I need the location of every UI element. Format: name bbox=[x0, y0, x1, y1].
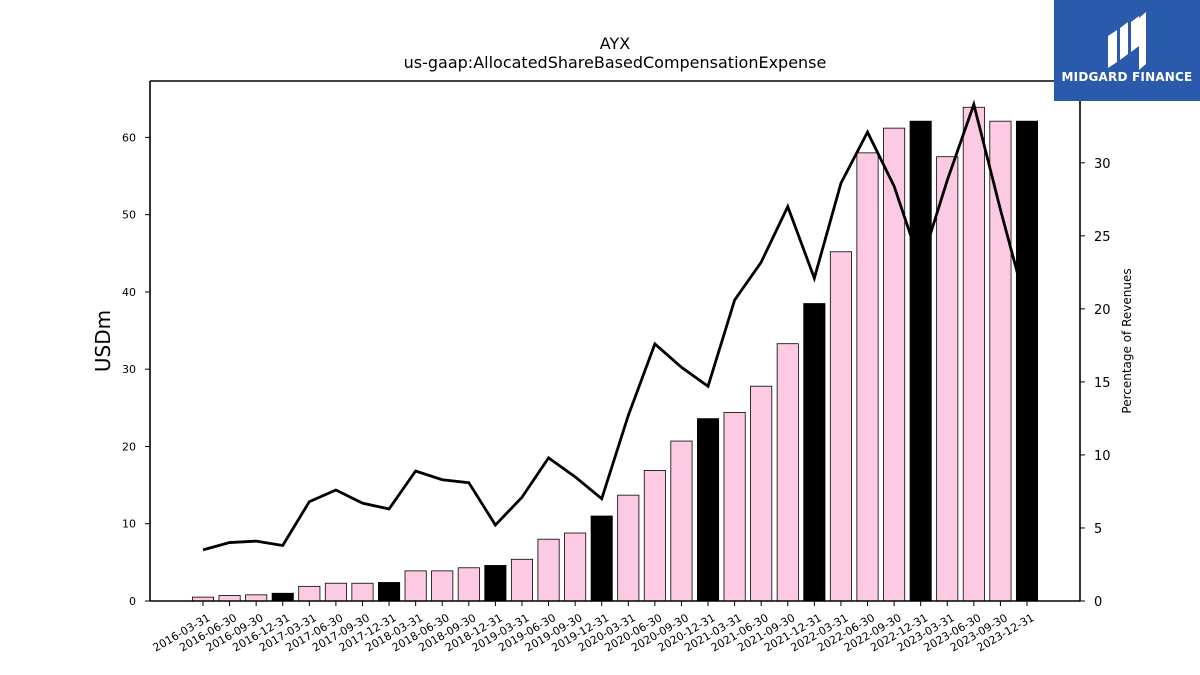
bar-2021-06-30 bbox=[750, 385, 773, 602]
bar-2022-03-31 bbox=[829, 251, 852, 602]
bar-2017-09-30 bbox=[351, 582, 374, 602]
y-tick-label: 0 bbox=[129, 595, 136, 608]
axes-layer: 01020304050600510152025302016-03-312016-… bbox=[122, 80, 1111, 654]
bar-2023-12-31 bbox=[1015, 120, 1039, 602]
chart-subtitle: us-gaap:AllocatedShareBasedCompensationE… bbox=[404, 53, 827, 72]
bar-2022-12-31 bbox=[909, 120, 932, 602]
bar-2023-03-31 bbox=[936, 156, 959, 602]
bar-2020-03-31 bbox=[617, 494, 640, 602]
bar-2016-09-30 bbox=[245, 594, 268, 602]
bar-2016-12-31 bbox=[271, 592, 294, 602]
y2-tick-label: 20 bbox=[1094, 303, 1111, 318]
y2-tick-label: 5 bbox=[1094, 522, 1102, 537]
bar-2019-03-31 bbox=[510, 558, 533, 602]
line-layer bbox=[202, 99, 1029, 552]
y-tick-label: 30 bbox=[122, 363, 136, 376]
y-axis-label: USDm bbox=[91, 310, 115, 372]
bar-2022-06-30 bbox=[856, 152, 879, 602]
revenue-percentage-line bbox=[202, 99, 1029, 552]
y2-tick-label: 10 bbox=[1094, 449, 1111, 464]
y-tick-label: 20 bbox=[122, 440, 136, 453]
bars-layer bbox=[191, 106, 1039, 602]
bar-2021-03-31 bbox=[723, 412, 746, 602]
bar-2017-12-31 bbox=[378, 582, 401, 602]
bar-2021-09-30 bbox=[776, 343, 799, 602]
y-tick-label: 50 bbox=[122, 209, 136, 222]
bar-2019-09-30 bbox=[564, 532, 587, 602]
y-tick-label: 40 bbox=[122, 286, 136, 299]
bar-2020-12-31 bbox=[697, 418, 720, 602]
bar-2018-06-30 bbox=[431, 570, 454, 602]
y2-tick-label: 0 bbox=[1094, 595, 1102, 610]
y2-tick-label: 15 bbox=[1094, 376, 1111, 391]
bar-2018-03-31 bbox=[404, 570, 427, 602]
midgard-logo: MIDGARD FINANCE bbox=[1054, 0, 1200, 101]
chart-title: AYX bbox=[600, 34, 630, 53]
bar-2017-03-31 bbox=[298, 585, 321, 602]
y2-axis-label: Percentage of Revenues bbox=[1120, 268, 1134, 413]
y-tick-label: 60 bbox=[122, 131, 136, 144]
bar-2018-12-31 bbox=[484, 565, 507, 602]
bar-2017-06-30 bbox=[324, 582, 347, 602]
bar-2022-09-30 bbox=[883, 127, 906, 602]
bar-2020-06-30 bbox=[643, 470, 666, 602]
bar-2016-06-30 bbox=[218, 595, 241, 602]
bar-2019-12-31 bbox=[590, 515, 613, 602]
bar-2021-12-31 bbox=[803, 303, 826, 602]
bar-2020-09-30 bbox=[670, 440, 693, 602]
y2-tick-label: 30 bbox=[1094, 157, 1111, 172]
y2-tick-label: 25 bbox=[1094, 230, 1111, 245]
midgard-logo-icon bbox=[1108, 12, 1146, 70]
bar-2019-06-30 bbox=[537, 538, 560, 602]
y-tick-label: 10 bbox=[122, 518, 136, 531]
bar-2023-09-30 bbox=[989, 120, 1012, 602]
logo-text: MIDGARD FINANCE bbox=[1062, 70, 1193, 84]
bar-2018-09-30 bbox=[457, 567, 480, 602]
bar-2023-06-30 bbox=[962, 106, 985, 602]
